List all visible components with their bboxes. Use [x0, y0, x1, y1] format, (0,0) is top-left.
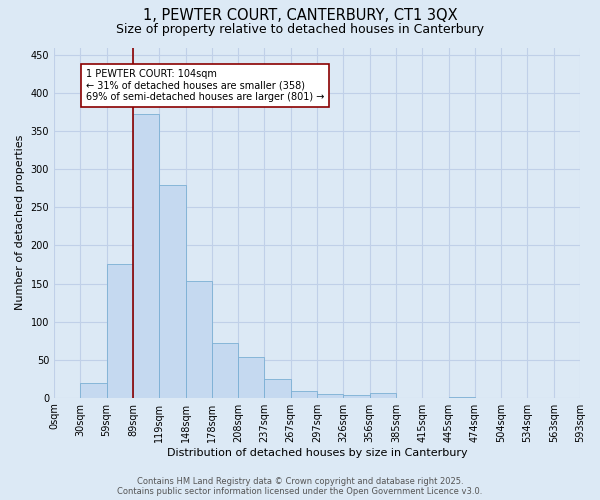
Bar	[212, 343, 238, 398]
Bar	[238, 356, 265, 398]
Bar	[107, 264, 133, 398]
Text: 1, PEWTER COURT, CANTERBURY, CT1 3QX: 1, PEWTER COURT, CANTERBURY, CT1 3QX	[143, 8, 457, 22]
Y-axis label: Number of detached properties: Number of detached properties	[15, 135, 25, 310]
Bar	[265, 378, 291, 398]
Text: Contains HM Land Registry data © Crown copyright and database right 2025.
Contai: Contains HM Land Registry data © Crown c…	[118, 476, 482, 496]
Bar	[291, 391, 317, 398]
Bar	[317, 394, 343, 398]
Bar	[449, 397, 475, 398]
Text: Size of property relative to detached houses in Canterbury: Size of property relative to detached ho…	[116, 22, 484, 36]
Bar	[159, 184, 185, 398]
Bar	[185, 281, 212, 398]
X-axis label: Distribution of detached houses by size in Canterbury: Distribution of detached houses by size …	[167, 448, 467, 458]
Text: 1 PEWTER COURT: 104sqm
← 31% of detached houses are smaller (358)
69% of semi-de: 1 PEWTER COURT: 104sqm ← 31% of detached…	[86, 69, 324, 102]
Bar	[370, 393, 396, 398]
Bar	[133, 114, 159, 398]
Bar	[343, 394, 370, 398]
Bar	[80, 383, 107, 398]
